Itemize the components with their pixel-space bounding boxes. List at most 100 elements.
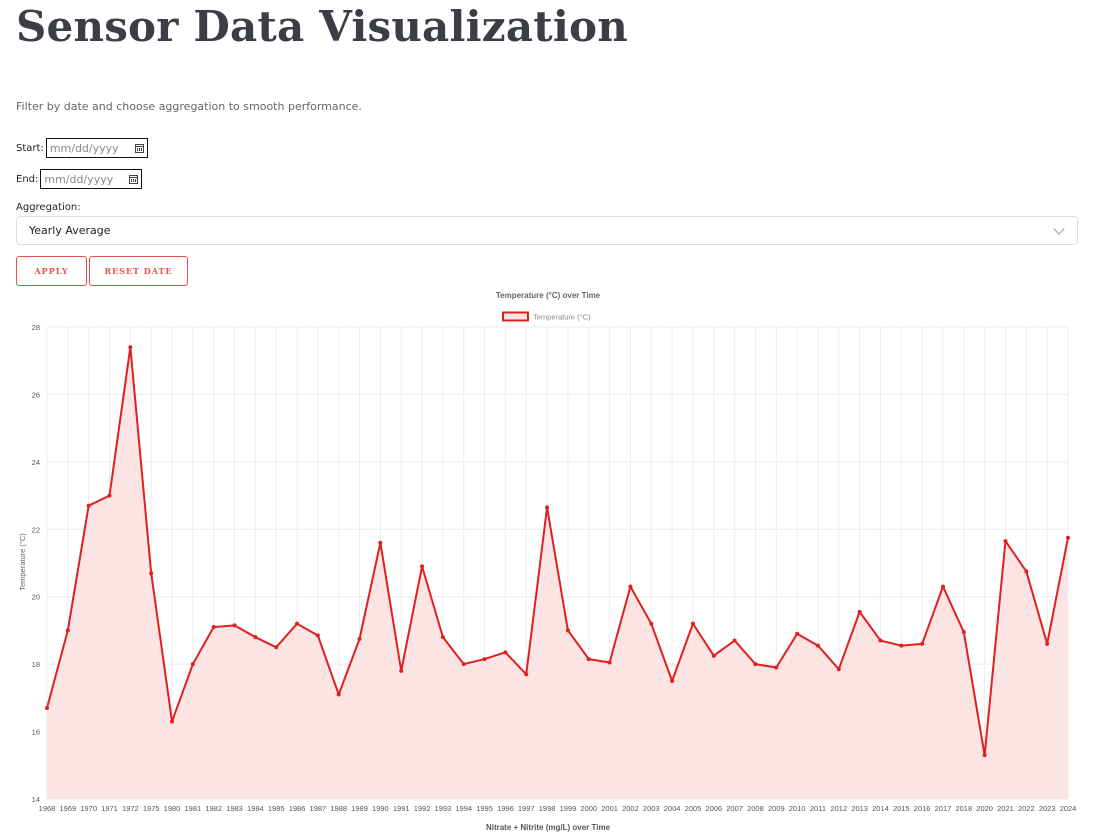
- data-point[interactable]: [170, 719, 175, 724]
- x-tick-label: 1980: [164, 804, 181, 813]
- x-axis-ticks: 1968 1969 1970 1971 1972 1975 1980 1981 1982 1983…: [39, 804, 1077, 813]
- data-point[interactable]: [524, 672, 529, 677]
- x-tick-label: 1998: [539, 804, 556, 813]
- x-tick-label: 2014: [872, 804, 889, 813]
- data-point[interactable]: [753, 662, 758, 667]
- y-axis-ticks: 14 16 18 20 22 24 26 28: [32, 323, 40, 804]
- x-tick-label: 2001: [601, 804, 618, 813]
- x-tick-label: 2023: [1039, 804, 1056, 813]
- data-point[interactable]: [857, 609, 862, 614]
- data-point[interactable]: [149, 571, 154, 576]
- data-point[interactable]: [128, 345, 133, 350]
- data-point[interactable]: [711, 653, 716, 658]
- x-tick-label: 2020: [976, 804, 993, 813]
- data-point[interactable]: [732, 638, 737, 643]
- data-point[interactable]: [107, 493, 112, 498]
- data-point[interactable]: [982, 753, 987, 758]
- calendar-icon[interactable]: [134, 143, 144, 153]
- calendar-icon[interactable]: [129, 174, 139, 184]
- data-point[interactable]: [565, 628, 570, 633]
- x-tick-label: 1986: [289, 804, 306, 813]
- data-point[interactable]: [503, 650, 508, 655]
- data-point[interactable]: [690, 621, 695, 626]
- x-tick-label: 1995: [476, 804, 493, 813]
- data-point[interactable]: [274, 645, 279, 650]
- x-tick-label: 1969: [59, 804, 76, 813]
- data-point[interactable]: [815, 643, 820, 648]
- x-tick-label: 1999: [560, 804, 577, 813]
- data-point[interactable]: [357, 636, 362, 641]
- data-point[interactable]: [607, 660, 612, 665]
- data-point[interactable]: [795, 631, 800, 636]
- data-point[interactable]: [440, 635, 445, 640]
- data-point[interactable]: [670, 679, 675, 683]
- reset-date-button[interactable]: RESET DATE: [89, 256, 188, 286]
- x-tick-label: 1992: [414, 804, 431, 813]
- data-point[interactable]: [315, 633, 320, 638]
- data-point[interactable]: [482, 657, 487, 662]
- x-tick-label: 2008: [747, 804, 764, 813]
- data-point[interactable]: [1045, 641, 1050, 646]
- data-point[interactable]: [295, 621, 300, 626]
- data-point[interactable]: [649, 621, 654, 626]
- page-subtitle: Filter by date and choose aggregation to…: [16, 100, 362, 113]
- chart-legend[interactable]: Temperature (°C): [502, 311, 591, 322]
- x-tick-label: 1987: [310, 804, 327, 813]
- data-point[interactable]: [232, 623, 237, 628]
- data-point[interactable]: [420, 564, 425, 569]
- data-point[interactable]: [628, 584, 633, 589]
- x-tick-label: 1993: [435, 804, 452, 813]
- x-tick-label: 2003: [643, 804, 660, 813]
- data-point[interactable]: [211, 625, 216, 630]
- x-tick-label: 1989: [351, 804, 368, 813]
- chart-title: Temperature (°C) over Time: [496, 291, 601, 300]
- x-tick-label: 2015: [893, 804, 910, 813]
- data-point[interactable]: [961, 630, 966, 635]
- data-point[interactable]: [65, 628, 70, 633]
- data-point[interactable]: [774, 665, 779, 670]
- data-point[interactable]: [920, 641, 925, 646]
- data-point[interactable]: [253, 635, 258, 640]
- y-tick-label: 22: [32, 525, 40, 534]
- data-point[interactable]: [940, 584, 945, 589]
- aggregation-label: Aggregation:: [16, 202, 81, 213]
- end-date-placeholder: mm/dd/yyyy: [44, 172, 114, 186]
- data-point[interactable]: [1066, 535, 1070, 540]
- legend-label: Temperature (°C): [533, 313, 591, 322]
- y-tick-label: 26: [32, 390, 40, 399]
- aggregation-select[interactable]: Yearly Average: [16, 216, 1078, 245]
- start-date-input[interactable]: mm/dd/yyyy: [45, 138, 148, 158]
- x-tick-label: 2009: [768, 804, 785, 813]
- data-point[interactable]: [899, 643, 904, 648]
- x-tick-label: 1985: [268, 804, 285, 813]
- start-date-label: Start:: [16, 142, 44, 154]
- x-tick-label: 1970: [80, 804, 97, 813]
- x-tick-label: 2022: [1018, 804, 1035, 813]
- data-point[interactable]: [1024, 569, 1029, 574]
- x-axis-title: Nitrate + Nitrite (mg/L) over Time: [486, 823, 611, 832]
- data-point[interactable]: [378, 540, 383, 545]
- y-tick-label: 16: [32, 728, 40, 737]
- chevron-down-icon: [1053, 223, 1065, 235]
- x-tick-label: 1975: [143, 804, 160, 813]
- data-point[interactable]: [190, 662, 195, 667]
- data-point[interactable]: [586, 657, 591, 662]
- end-date-input[interactable]: mm/dd/yyyy: [40, 169, 143, 189]
- data-point[interactable]: [878, 638, 883, 643]
- x-tick-label: 1997: [518, 804, 535, 813]
- data-point[interactable]: [1003, 539, 1008, 544]
- data-point[interactable]: [461, 662, 466, 667]
- apply-button[interactable]: APPLY: [16, 256, 87, 286]
- data-point[interactable]: [399, 668, 404, 673]
- x-tick-label: 1981: [185, 804, 202, 813]
- x-tick-label: 1971: [101, 804, 118, 813]
- x-tick-label: 2006: [705, 804, 722, 813]
- data-point[interactable]: [336, 692, 341, 697]
- page-title: Sensor Data Visualization: [16, 2, 628, 51]
- data-point[interactable]: [86, 503, 91, 508]
- series-line: [46, 346, 1069, 757]
- data-point[interactable]: [45, 705, 49, 710]
- x-tick-label: 2016: [914, 804, 931, 813]
- data-point[interactable]: [836, 667, 841, 672]
- data-point[interactable]: [545, 505, 550, 510]
